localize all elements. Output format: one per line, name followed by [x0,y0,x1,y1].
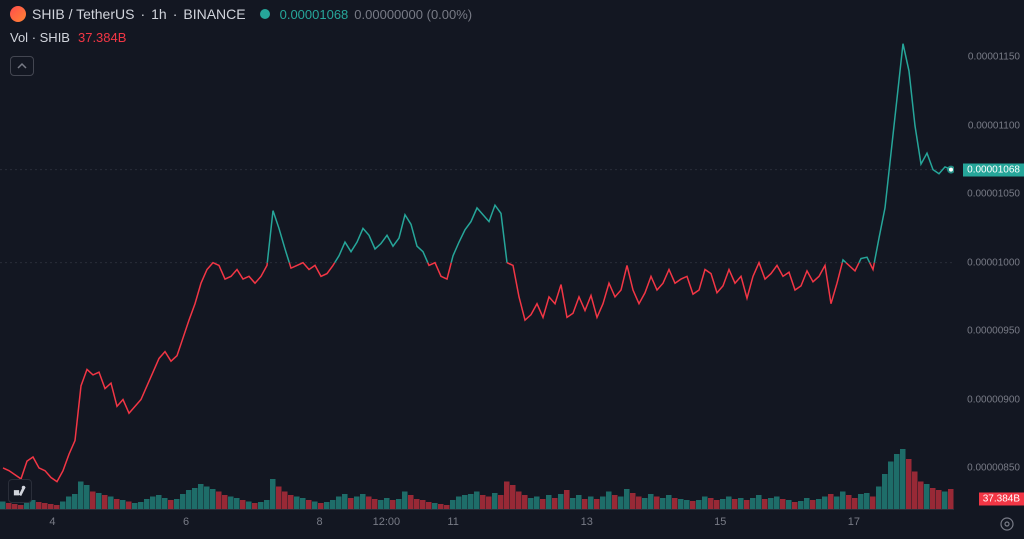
symbol-icon [10,6,26,22]
x-tick-label: 17 [848,516,860,528]
y-tick-label: 0.00001150 [968,52,1020,63]
price-text: 0.00001068 [280,7,349,22]
x-tick-label: 6 [183,516,189,528]
x-tick-label: 4 [49,516,55,528]
y-tick-label: 0.00000850 [967,462,1020,473]
settings-button[interactable] [998,515,1016,533]
symbol-text[interactable]: SHIB / TetherUS [32,6,134,22]
tv-icon [13,484,27,498]
x-tick-label: 12:00 [373,516,401,528]
interval-text[interactable]: 1h [151,6,167,22]
y-tick-label: 0.00001050 [967,189,1020,200]
volume-badge: 37.384B [979,493,1024,506]
status-dot-icon [260,9,270,19]
price-chart[interactable] [0,30,954,509]
y-tick-label: 0.00000950 [967,326,1020,337]
y-axis[interactable]: 0.00001150 0.00001100 0.00001050 0.00001000… [954,30,1024,509]
x-tick-label: 11 [447,516,458,528]
x-tick-label: 15 [714,516,726,528]
chart-area[interactable] [0,30,954,509]
chart-header: SHIB / TetherUS · 1h · BINANCE 0.0000106… [0,0,1024,28]
tradingview-logo[interactable] [8,479,32,503]
x-tick-label: 8 [317,516,323,528]
current-price-badge: 0.00001068 [963,163,1024,176]
header-sep: · [173,6,178,22]
x-tick-label: 13 [581,516,593,528]
gear-icon [998,515,1016,533]
change-text: 0.00000000 (0.00%) [354,7,472,22]
exchange-text: BINANCE [183,6,245,22]
y-tick-label: 0.00001000 [967,257,1020,268]
y-tick-label: 0.00000900 [967,394,1020,405]
header-sep: · [140,6,145,22]
x-axis[interactable]: 4 6 8 12:00 11 13 15 17 [0,509,954,539]
y-tick-label: 0.00001100 [968,120,1020,131]
